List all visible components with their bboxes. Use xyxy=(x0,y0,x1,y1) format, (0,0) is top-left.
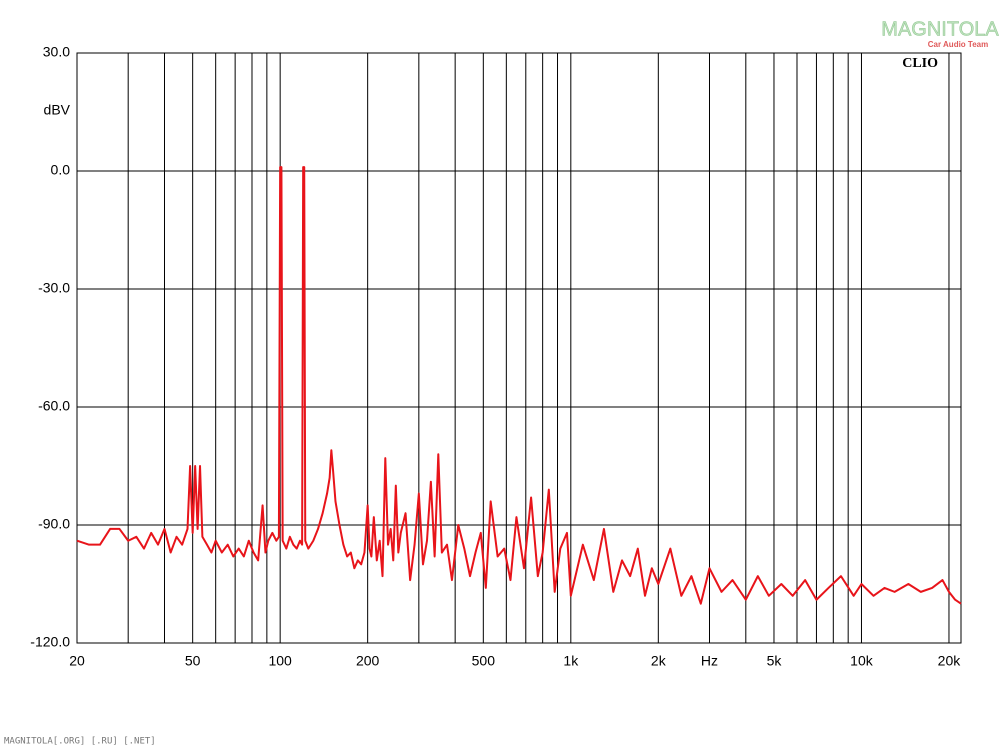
y-tick-label: 30.0 xyxy=(43,44,70,60)
plot-frame xyxy=(76,52,962,644)
x-tick-label: 100 xyxy=(268,653,292,669)
brand-label: CLIO xyxy=(902,56,938,71)
x-tick-label: 20 xyxy=(69,653,85,669)
y-tick-label: -120.0 xyxy=(30,634,70,650)
x-tick-label: 500 xyxy=(472,653,496,669)
x-tick-label: 10k xyxy=(850,653,874,669)
y-axis-label: dBV xyxy=(44,102,71,118)
x-tick-label: 50 xyxy=(185,653,201,669)
watermark-subtitle: Car Audio Team xyxy=(928,40,988,49)
x-tick-label: Hz xyxy=(701,653,718,669)
x-tick-label: 1k xyxy=(563,653,579,669)
plot-area xyxy=(76,166,962,605)
x-tick-label: 5k xyxy=(767,653,783,669)
watermark: MAGNITOLA xyxy=(881,18,999,40)
y-tick-label: -90.0 xyxy=(38,516,70,532)
x-tick-label: 2k xyxy=(651,653,667,669)
x-tick-label: 20k xyxy=(938,653,962,669)
y-tick-label: 0.0 xyxy=(51,162,71,178)
x-tick-label: 200 xyxy=(356,653,380,669)
y-tick-label: -30.0 xyxy=(38,280,70,296)
footer: MAGNITOLA[.ORG] [.RU] [.NET] xyxy=(4,737,156,747)
spectrum-line xyxy=(76,166,962,605)
y-tick-label: -60.0 xyxy=(38,398,70,414)
